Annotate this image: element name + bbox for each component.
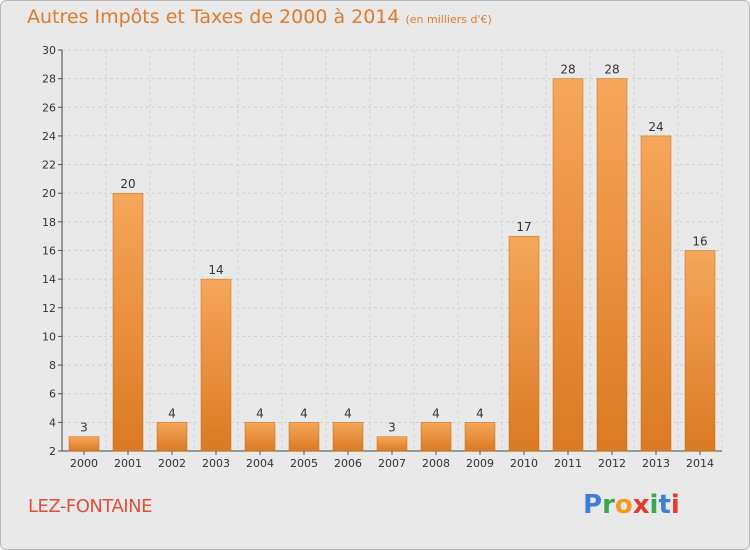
- bar-2005: [288, 422, 320, 452]
- x-tick-label: 2009: [466, 457, 494, 470]
- data-label: 24: [648, 120, 663, 134]
- bar-2001: [112, 192, 144, 452]
- bar-2003: [200, 278, 232, 452]
- data-label: 3: [80, 421, 88, 435]
- chart-subtitle: (en milliers d'€): [405, 13, 492, 26]
- bar-2010: [508, 235, 540, 452]
- y-tick-label: 28: [42, 73, 56, 86]
- y-tick-label: 2: [49, 445, 56, 458]
- data-label: 28: [604, 63, 619, 77]
- bar-2004: [244, 422, 276, 452]
- bar-2007: [376, 436, 408, 452]
- y-tick-label: 22: [42, 159, 56, 172]
- data-label: 20: [120, 177, 135, 191]
- data-label: 16: [692, 235, 707, 249]
- data-label: 4: [432, 406, 440, 420]
- x-tick-label: 2011: [554, 457, 582, 470]
- data-label: 4: [476, 406, 484, 420]
- x-tick-label: 2002: [158, 457, 186, 470]
- bar-2006: [332, 422, 364, 452]
- chart-title: Autres Impôts et Taxes de 2000 à 2014 (en…: [27, 6, 492, 28]
- y-tick-label: 10: [42, 330, 56, 343]
- data-label: 4: [300, 406, 308, 420]
- bar-2011: [552, 78, 584, 452]
- y-tick-label: 24: [42, 130, 56, 143]
- y-tick-label: 30: [42, 44, 56, 57]
- commune-name: LEZ-FONTAINE: [28, 496, 152, 517]
- logo-letter: i: [670, 490, 680, 520]
- x-tick-label: 2008: [422, 457, 450, 470]
- bar-2008: [420, 422, 452, 452]
- logo-letter: r: [602, 490, 615, 520]
- data-label: 17: [516, 220, 531, 234]
- logo-letter: i: [649, 490, 659, 520]
- data-label: 28: [560, 63, 575, 77]
- y-tick-label: 6: [49, 388, 56, 401]
- y-tick-label: 26: [42, 101, 56, 114]
- x-tick-label: 2014: [686, 457, 714, 470]
- y-tick-label: 18: [42, 216, 56, 229]
- logo-letter: x: [632, 490, 650, 520]
- data-label: 3: [388, 421, 396, 435]
- x-tick-label: 2010: [510, 457, 538, 470]
- y-tick-label: 20: [42, 187, 56, 200]
- data-label: 14: [208, 263, 223, 277]
- x-tick-label: 2013: [642, 457, 670, 470]
- logo-letter: P: [583, 490, 603, 520]
- x-tick-label: 2005: [290, 457, 318, 470]
- bar-2009: [464, 422, 496, 452]
- logo-letter: o: [614, 490, 633, 520]
- x-tick-label: 2007: [378, 457, 406, 470]
- bar-2013: [640, 135, 672, 452]
- x-tick-label: 2012: [598, 457, 626, 470]
- bar-2014: [684, 250, 716, 452]
- y-tick-label: 14: [42, 273, 56, 286]
- data-label: 4: [344, 406, 352, 420]
- data-label: 4: [256, 406, 264, 420]
- y-tick-label: 8: [49, 359, 56, 372]
- label-layer: 3 20 4 14 4 4 4 3 4 4 17 28 28 24 16: [80, 63, 707, 435]
- logo-letter: t: [658, 490, 671, 520]
- x-tick-label: 2001: [114, 457, 142, 470]
- y-tick-label: 4: [49, 416, 56, 429]
- proxiti-logo: Proxiti: [583, 490, 680, 520]
- y-tick-label: 12: [42, 302, 56, 315]
- bar-layer: [68, 78, 716, 452]
- bar-2012: [596, 78, 628, 452]
- x-tick-label: 2003: [202, 457, 230, 470]
- x-tick-label: 2004: [246, 457, 274, 470]
- x-tick-label: 2000: [70, 457, 98, 470]
- data-label: 4: [168, 406, 176, 420]
- bar-2002: [156, 422, 188, 452]
- bar-2000: [68, 436, 100, 452]
- chart-title-text: Autres Impôts et Taxes de 2000 à 2014: [27, 6, 400, 28]
- x-tick-label: 2006: [334, 457, 362, 470]
- y-tick-label: 16: [42, 245, 56, 258]
